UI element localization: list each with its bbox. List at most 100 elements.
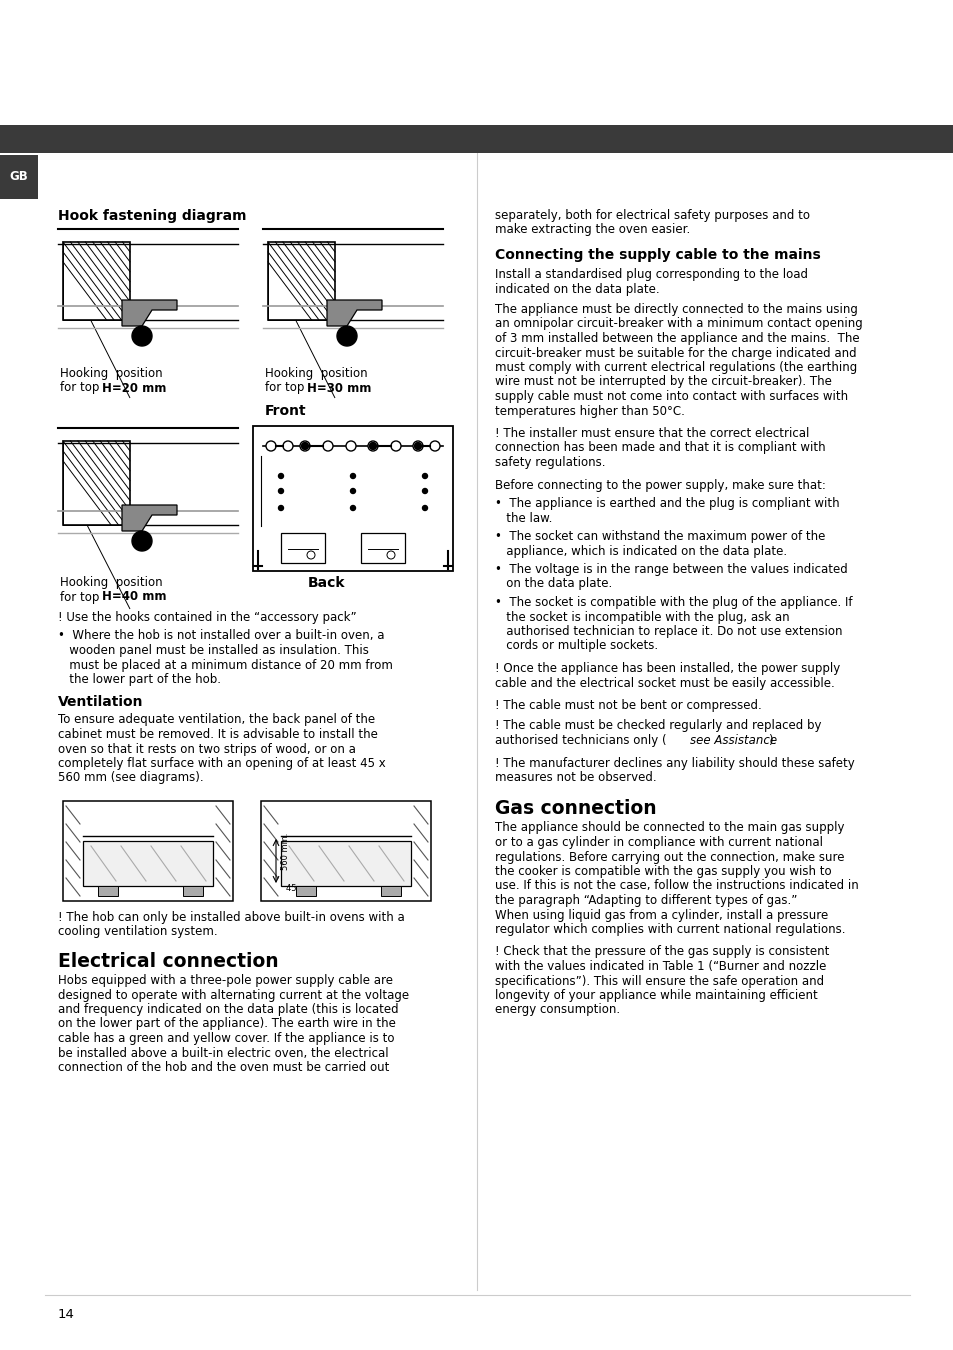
Text: be installed above a built-in electric oven, the electrical: be installed above a built-in electric o… <box>58 1046 388 1060</box>
Text: see Assistance: see Assistance <box>689 734 777 747</box>
Text: ! Use the hooks contained in the “accessory pack”: ! Use the hooks contained in the “access… <box>58 612 356 624</box>
Text: must comply with current electrical regulations (the earthing: must comply with current electrical regu… <box>495 360 857 374</box>
Text: ! The hob can only be installed above built-in ovens with a: ! The hob can only be installed above bu… <box>58 911 404 923</box>
Text: Electrical connection: Electrical connection <box>58 952 278 971</box>
Circle shape <box>323 441 333 451</box>
Circle shape <box>278 474 283 478</box>
Polygon shape <box>122 300 177 325</box>
Circle shape <box>422 489 427 494</box>
Text: for top: for top <box>265 382 308 394</box>
Bar <box>0 155 38 198</box>
Text: Ventilation: Ventilation <box>58 695 143 710</box>
Text: cords or multiple sockets.: cords or multiple sockets. <box>495 640 658 652</box>
Text: indicated on the data plate.: indicated on the data plate. <box>495 282 659 296</box>
Text: cooling ventilation system.: cooling ventilation system. <box>58 926 217 938</box>
Text: must be placed at a minimum distance of 20 mm from: must be placed at a minimum distance of … <box>58 659 393 671</box>
Text: temperatures higher than 50°C.: temperatures higher than 50°C. <box>495 405 684 417</box>
Text: •  The socket can withstand the maximum power of the: • The socket can withstand the maximum p… <box>495 531 824 543</box>
Circle shape <box>369 443 376 450</box>
Bar <box>253 427 453 571</box>
Circle shape <box>391 441 400 451</box>
Text: of 3 mm installed between the appliance and the mains.  The: of 3 mm installed between the appliance … <box>495 332 859 346</box>
Text: an omnipolar circuit-breaker with a minimum contact opening: an omnipolar circuit-breaker with a mini… <box>495 317 862 331</box>
Text: 560 mm.: 560 mm. <box>281 833 290 869</box>
Bar <box>281 533 325 563</box>
Text: supply cable must not come into contact with surfaces with: supply cable must not come into contact … <box>495 390 847 404</box>
Text: ! The manufacturer declines any liability should these safety: ! The manufacturer declines any liabilit… <box>495 756 854 770</box>
Text: H=20 mm: H=20 mm <box>102 382 166 394</box>
Text: Before connecting to the power supply, make sure that:: Before connecting to the power supply, m… <box>495 478 825 491</box>
Text: wooden panel must be installed as insulation. This: wooden panel must be installed as insula… <box>58 644 369 657</box>
Text: H=40 mm: H=40 mm <box>102 590 167 603</box>
Text: on the data plate.: on the data plate. <box>495 578 612 590</box>
Text: 45 mm.: 45 mm. <box>286 884 317 892</box>
Text: wire must not be interrupted by the circuit-breaker). The: wire must not be interrupted by the circ… <box>495 375 831 389</box>
Text: H=30 mm: H=30 mm <box>307 382 371 394</box>
Text: the lower part of the hob.: the lower part of the hob. <box>58 674 221 686</box>
Circle shape <box>266 441 275 451</box>
Circle shape <box>368 441 377 451</box>
Text: and frequency indicated on the data plate (this is located: and frequency indicated on the data plat… <box>58 1003 398 1017</box>
Text: use. If this is not the case, follow the instructions indicated in: use. If this is not the case, follow the… <box>495 879 858 892</box>
Text: 560 mm (see diagrams).: 560 mm (see diagrams). <box>58 771 203 784</box>
Bar <box>183 886 203 896</box>
Bar <box>281 841 411 886</box>
Text: make extracting the oven easier.: make extracting the oven easier. <box>495 224 690 236</box>
Text: 14: 14 <box>58 1308 74 1322</box>
Bar <box>380 886 400 896</box>
Text: energy consumption.: energy consumption. <box>495 1003 619 1017</box>
Text: the socket is incompatible with the plug, ask an: the socket is incompatible with the plug… <box>495 610 789 624</box>
Text: for top: for top <box>60 382 103 394</box>
Circle shape <box>346 441 355 451</box>
Text: Front: Front <box>265 404 306 418</box>
Text: measures not be observed.: measures not be observed. <box>495 771 656 784</box>
Circle shape <box>132 531 152 551</box>
Text: cable has a green and yellow cover. If the appliance is to: cable has a green and yellow cover. If t… <box>58 1031 395 1045</box>
Text: Install a standardised plug corresponding to the load: Install a standardised plug correspondin… <box>495 269 807 281</box>
Text: completely flat surface with an opening of at least 45 x: completely flat surface with an opening … <box>58 757 385 769</box>
Circle shape <box>422 505 427 510</box>
Bar <box>83 841 213 886</box>
Bar <box>261 801 431 900</box>
Text: ).: ). <box>767 734 776 747</box>
Circle shape <box>430 441 439 451</box>
Circle shape <box>413 441 422 451</box>
Circle shape <box>307 551 314 559</box>
Text: safety regulations.: safety regulations. <box>495 456 605 468</box>
Circle shape <box>414 443 421 450</box>
Text: with the values indicated in Table 1 (“Burner and nozzle: with the values indicated in Table 1 (“B… <box>495 960 825 973</box>
Circle shape <box>387 551 395 559</box>
Text: the law.: the law. <box>495 512 552 525</box>
Text: ! Once the appliance has been installed, the power supply: ! Once the appliance has been installed,… <box>495 662 840 675</box>
Bar <box>0 126 953 153</box>
Circle shape <box>278 489 283 494</box>
Text: or to a gas cylinder in compliance with current national: or to a gas cylinder in compliance with … <box>495 836 822 849</box>
Text: longevity of your appliance while maintaining efficient: longevity of your appliance while mainta… <box>495 990 817 1002</box>
Text: separately, both for electrical safety purposes and to: separately, both for electrical safety p… <box>495 209 809 221</box>
Circle shape <box>132 325 152 346</box>
Text: connection has been made and that it is compliant with: connection has been made and that it is … <box>495 441 824 455</box>
Text: connection of the hob and the oven must be carried out: connection of the hob and the oven must … <box>58 1061 389 1075</box>
Bar <box>63 441 130 525</box>
Text: Hook fastening diagram: Hook fastening diagram <box>58 209 246 223</box>
Circle shape <box>422 474 427 478</box>
Text: Hobs equipped with a three-pole power supply cable are: Hobs equipped with a three-pole power su… <box>58 973 393 987</box>
Text: the paragraph “Adapting to different types of gas.”: the paragraph “Adapting to different typ… <box>495 894 797 907</box>
Text: Connecting the supply cable to the mains: Connecting the supply cable to the mains <box>495 248 820 262</box>
Text: authorised technicians only (: authorised technicians only ( <box>495 734 666 747</box>
Text: Back: Back <box>308 576 345 590</box>
Text: The appliance should be connected to the main gas supply: The appliance should be connected to the… <box>495 822 843 834</box>
Text: The appliance must be directly connected to the mains using: The appliance must be directly connected… <box>495 302 857 316</box>
Text: specifications”). This will ensure the safe operation and: specifications”). This will ensure the s… <box>495 975 823 987</box>
Text: ! Check that the pressure of the gas supply is consistent: ! Check that the pressure of the gas sup… <box>495 945 828 958</box>
Circle shape <box>350 474 355 478</box>
Text: regulations. Before carrying out the connection, make sure: regulations. Before carrying out the con… <box>495 850 843 864</box>
Text: cabinet must be removed. It is advisable to install the: cabinet must be removed. It is advisable… <box>58 728 377 741</box>
Text: on the lower part of the appliance). The earth wire in the: on the lower part of the appliance). The… <box>58 1018 395 1030</box>
Polygon shape <box>122 505 177 531</box>
Text: circuit-breaker must be suitable for the charge indicated and: circuit-breaker must be suitable for the… <box>495 347 856 359</box>
Text: ! The installer must ensure that the correct electrical: ! The installer must ensure that the cor… <box>495 427 808 440</box>
Text: Hooking  position: Hooking position <box>60 367 162 379</box>
Circle shape <box>301 443 308 450</box>
Text: for top: for top <box>60 590 103 603</box>
